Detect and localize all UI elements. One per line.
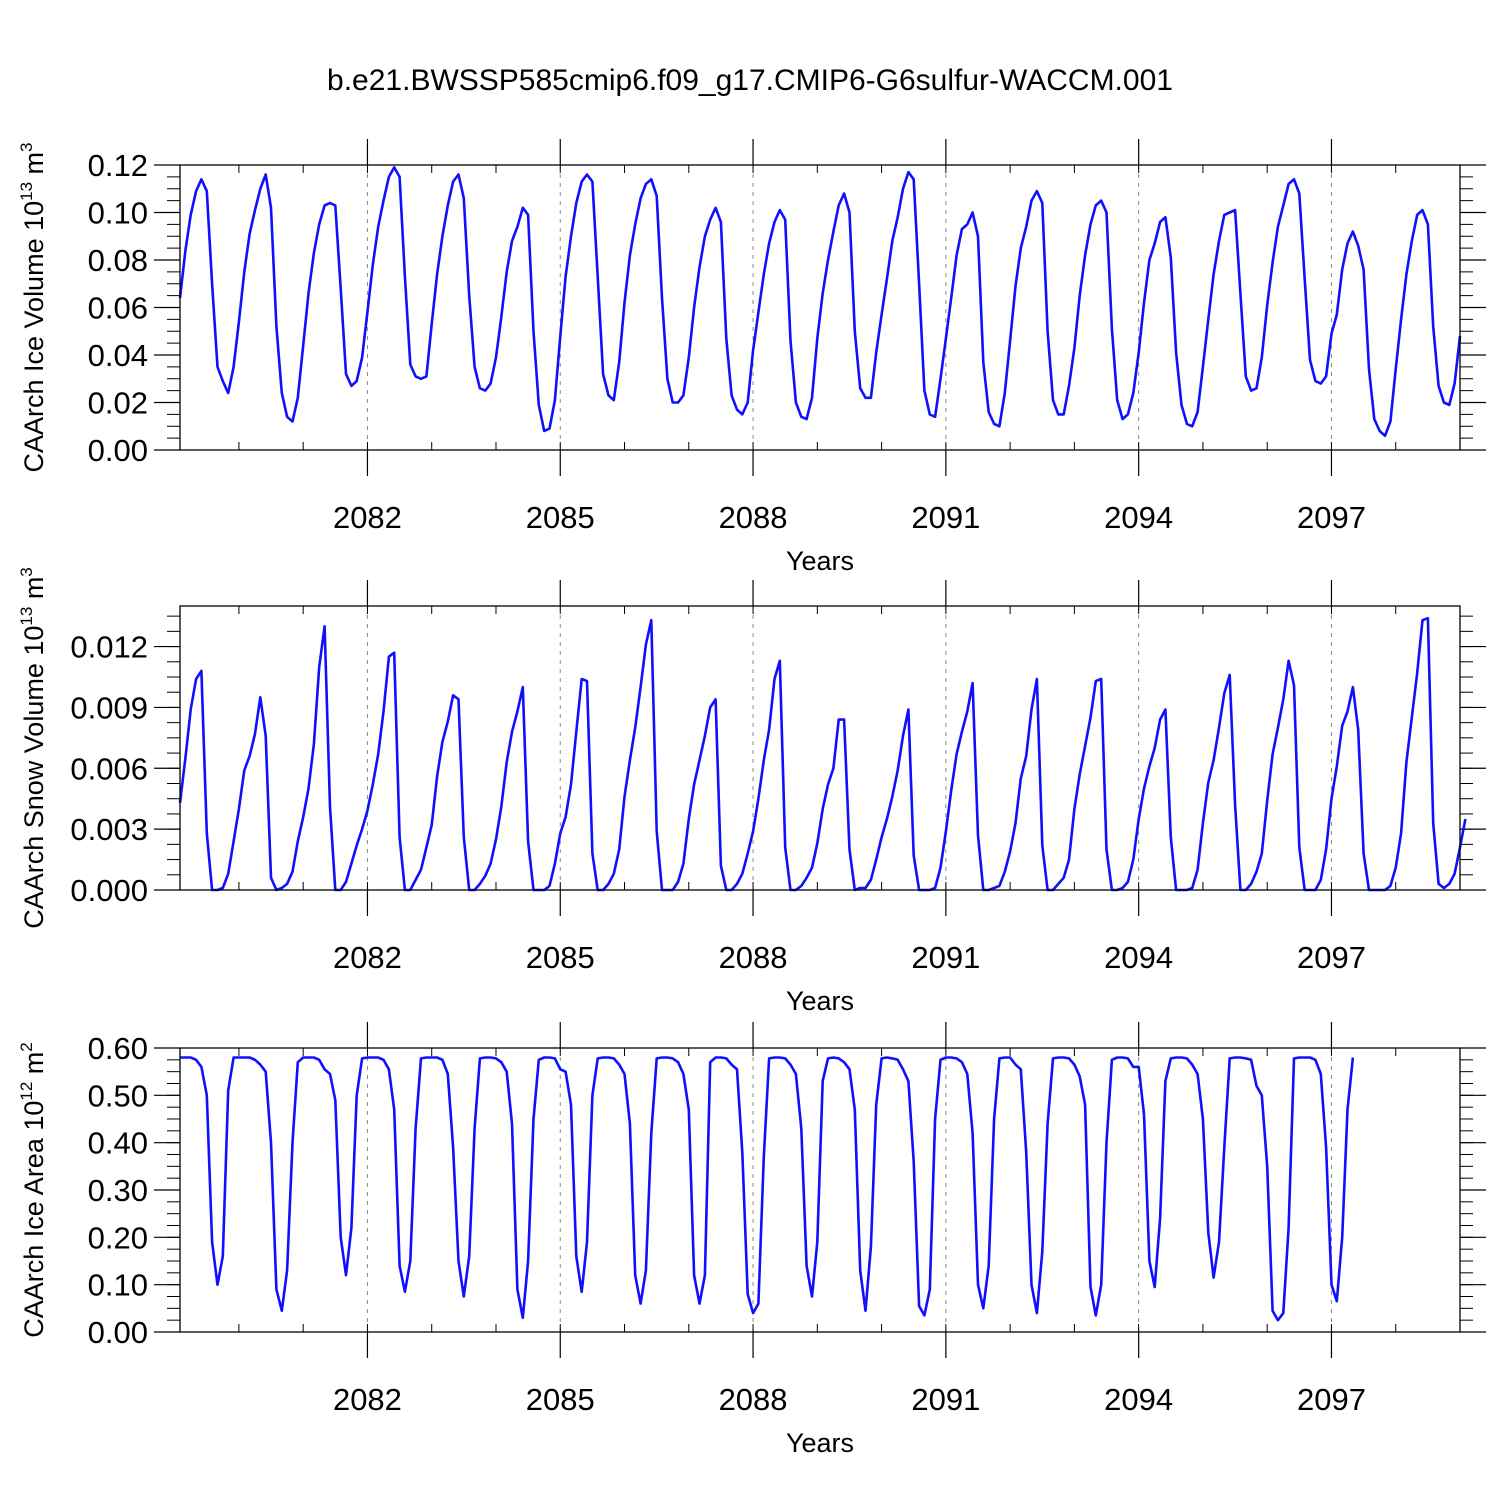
series-line	[178, 616, 1467, 892]
y-tick-label: 0.06	[88, 291, 148, 326]
y-tick-label: 0.10	[88, 196, 148, 231]
y-tick-label: 0.08	[88, 243, 148, 278]
y-tick-label: 0.00	[88, 1315, 148, 1350]
x-tick-label: 2097	[1297, 1382, 1366, 1417]
y-tick-label: 0.20	[88, 1220, 148, 1255]
y-tick-label: 0.02	[88, 386, 148, 421]
chart-title: b.e21.BWSSP585cmip6.f09_g17.CMIP6-G6sulf…	[327, 64, 1173, 97]
x-tick-label: 2085	[526, 940, 595, 975]
series-line	[178, 166, 1462, 438]
x-axis-label: Years	[786, 1428, 854, 1458]
x-tick-label: 2094	[1104, 500, 1173, 535]
y-tick-label: 0.006	[70, 751, 148, 786]
x-tick-label: 2082	[333, 940, 402, 975]
x-tick-label: 2091	[911, 940, 980, 975]
series-line	[180, 1056, 1355, 1322]
chart-panel-3: 0.00 0.10 0.20 0.30 0.40 0.50 0.60 2082 2085 2088…	[17, 1022, 1486, 1458]
x-tick-label: 2088	[719, 500, 788, 535]
x-tick-label: 2082	[333, 500, 402, 535]
x-tick-label: 2097	[1297, 500, 1366, 535]
y-axis-label: CAArch Ice Volume 1013 m3	[17, 142, 49, 472]
x-tick-label: 2091	[911, 500, 980, 535]
y-tick-label: 0.00	[88, 433, 148, 468]
chart-panels: 0.00 0.02 0.04 0.06 0.08 0.10 0.12 2082 2085 2088…	[17, 139, 1486, 1458]
plot-frame	[179, 605, 1461, 891]
y-tick-label: 0.30	[88, 1173, 148, 1208]
x-tick-label: 2097	[1297, 940, 1366, 975]
plot-frame	[179, 164, 1461, 451]
x-tick-label: 2088	[719, 940, 788, 975]
chart-panel-1: 0.00 0.02 0.04 0.06 0.08 0.10 0.12 2082 2085 2088…	[17, 139, 1486, 576]
x-tick-label: 2091	[911, 1382, 980, 1417]
y-tick-label: 0.10	[88, 1268, 148, 1303]
chart-panel-2: 0.000 0.003 0.006 0.009 0.012 2082 2085 2088 209…	[17, 567, 1486, 1016]
y-tick-label: 0.000	[70, 873, 148, 908]
x-tick-label: 2085	[526, 500, 595, 535]
y-tick-label: 0.50	[88, 1078, 148, 1113]
x-tick-label: 2085	[526, 1382, 595, 1417]
y-axis-label: CAArch Ice Area 1012 m2	[17, 1042, 49, 1338]
x-axis-label: Years	[786, 546, 854, 576]
y-tick-label: 0.12	[88, 148, 148, 183]
y-axis-label: CAArch Snow Volume 1013 m3	[17, 567, 49, 929]
x-tick-label: 2094	[1104, 940, 1173, 975]
y-tick-label: 0.003	[70, 812, 148, 847]
y-tick-label: 0.40	[88, 1126, 148, 1161]
x-axis-label: Years	[786, 986, 854, 1016]
y-tick-label: 0.009	[70, 690, 148, 725]
y-tick-label: 0.60	[88, 1031, 148, 1066]
x-tick-label: 2088	[719, 1382, 788, 1417]
x-tick-label: 2094	[1104, 1382, 1173, 1417]
y-tick-label: 0.04	[88, 338, 148, 373]
plot-frame	[179, 1047, 1461, 1333]
x-tick-label: 2082	[333, 1382, 402, 1417]
y-tick-label: 0.012	[70, 630, 148, 665]
